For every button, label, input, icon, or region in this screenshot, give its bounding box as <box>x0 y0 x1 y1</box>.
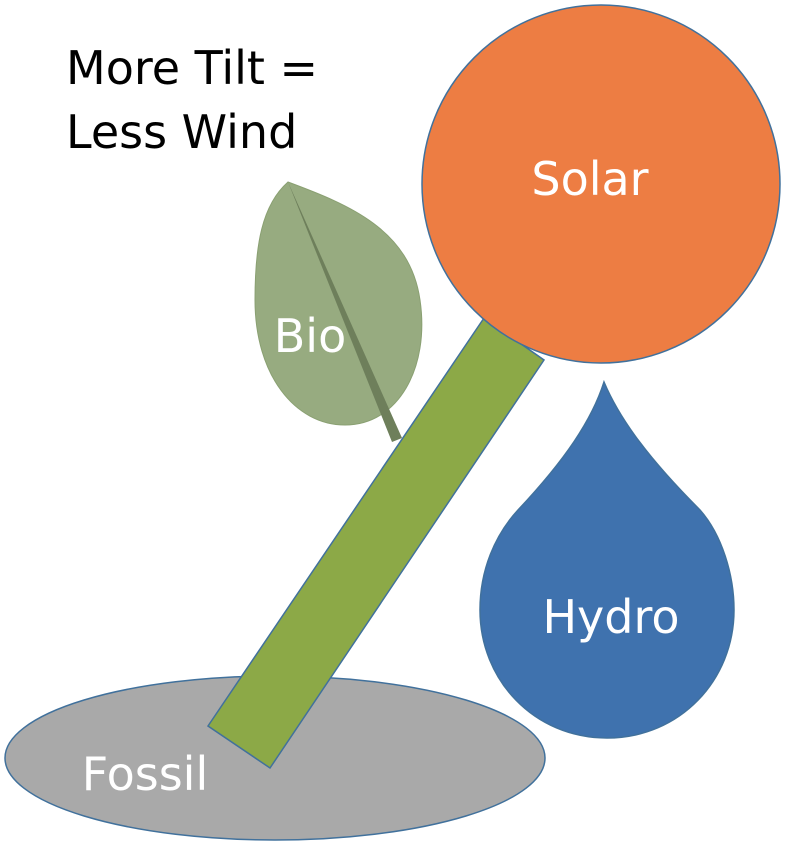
caption-line-1: More Tilt = <box>66 41 319 95</box>
hydro-drop-shape: Hydro <box>479 379 735 739</box>
solar-circle <box>421 4 781 364</box>
solar-label: Solar <box>531 152 648 206</box>
bio-leaf-vein <box>288 182 402 442</box>
fossil-label: Fossil <box>82 747 208 801</box>
hydro-label: Hydro <box>542 590 679 644</box>
bio-leaf-shape: Bio <box>254 181 423 442</box>
bio-label: Bio <box>274 309 346 363</box>
diagram-caption: More Tilt = Less Wind <box>66 36 396 164</box>
solar-circle-shape: Solar <box>421 4 781 364</box>
hydro-drop <box>479 379 735 739</box>
caption-line-2: Less Wind <box>66 105 298 159</box>
